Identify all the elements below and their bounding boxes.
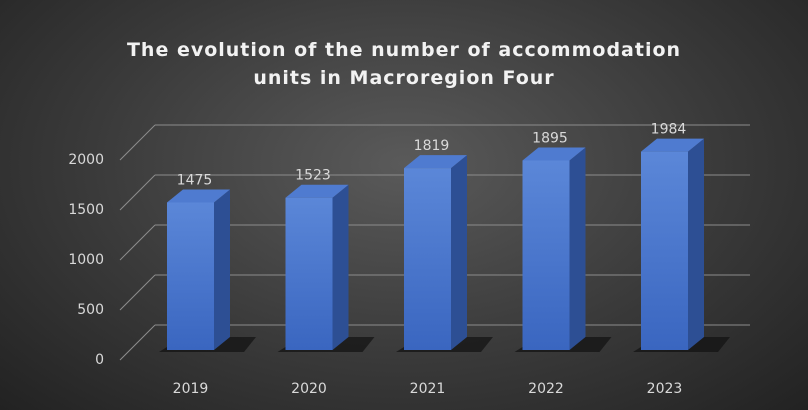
bar-top bbox=[404, 155, 467, 169]
grid-line bbox=[119, 274, 156, 311]
data-label: 1984 bbox=[651, 122, 687, 138]
chart-title: The evolution of the number of accommoda… bbox=[126, 39, 682, 89]
bar bbox=[167, 202, 214, 350]
data-label: 1475 bbox=[177, 173, 213, 189]
bar bbox=[404, 168, 451, 350]
y-tick-label: 1000 bbox=[68, 252, 104, 268]
x-tick-label: 2020 bbox=[291, 381, 327, 397]
x-tick-label: 2023 bbox=[647, 381, 683, 397]
x-tick-label: 2021 bbox=[410, 381, 446, 397]
bar-side bbox=[332, 184, 349, 350]
bar-top bbox=[167, 189, 230, 203]
data-label: 1819 bbox=[414, 138, 450, 154]
grid-line bbox=[119, 124, 156, 161]
bar-side bbox=[569, 147, 586, 350]
y-tick-label: 1500 bbox=[68, 202, 104, 218]
bar bbox=[285, 197, 333, 350]
y-tick-label: 2000 bbox=[68, 152, 104, 168]
data-label: 1895 bbox=[532, 131, 568, 147]
bar-top bbox=[641, 138, 704, 152]
grid-line bbox=[119, 324, 156, 361]
bar-side bbox=[214, 189, 230, 350]
bar bbox=[522, 160, 570, 350]
data-label: 1523 bbox=[295, 168, 331, 184]
x-tick-label: 2022 bbox=[528, 381, 564, 397]
y-tick-label: 500 bbox=[77, 302, 104, 318]
grid-line bbox=[119, 224, 156, 261]
bar-side bbox=[688, 138, 704, 350]
bar-side bbox=[451, 155, 467, 350]
bar-top bbox=[522, 147, 586, 161]
y-tick-label: 0 bbox=[95, 352, 104, 368]
bar-top bbox=[285, 184, 349, 198]
bar bbox=[641, 151, 688, 350]
grid-line bbox=[119, 174, 156, 211]
x-tick-label: 2019 bbox=[173, 381, 209, 397]
